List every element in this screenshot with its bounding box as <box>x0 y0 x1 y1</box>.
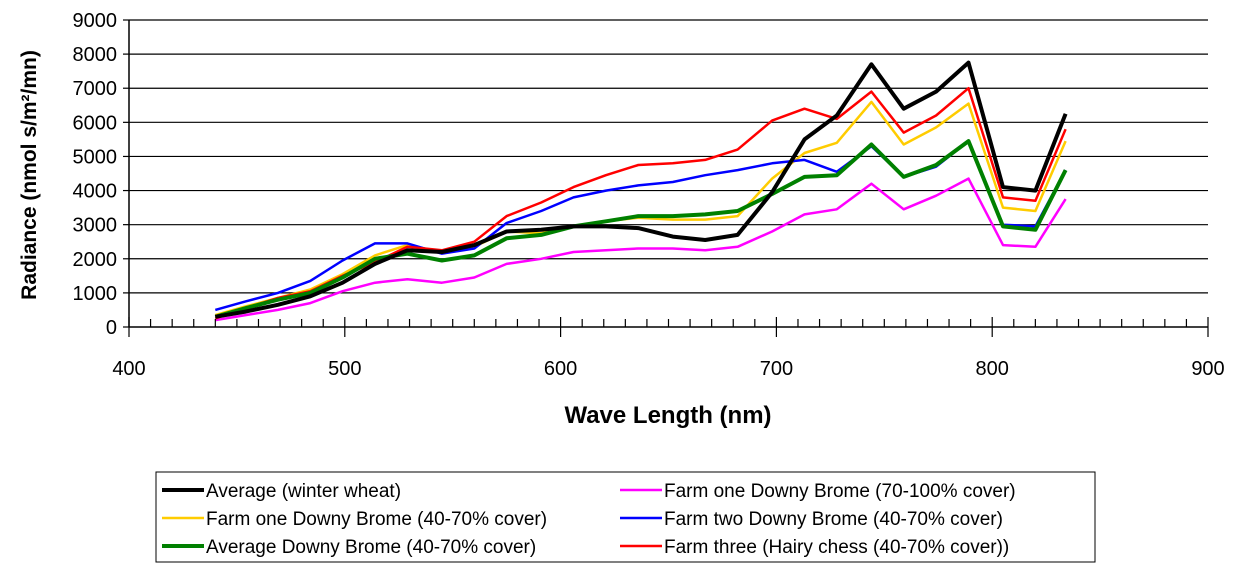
series-line-4 <box>215 177 1067 322</box>
legend-label: Farm three (Hairy chess (40-70% cover)) <box>664 537 1009 558</box>
legend-label: Farm one Downy Brome (40-70% cover) <box>206 509 547 530</box>
y-axis-title: Radiance (nmol s/m²/mn) <box>18 50 41 300</box>
x-tick-label: 700 <box>760 358 793 380</box>
y-tick-label: 1000 <box>73 283 118 305</box>
y-tick-label: 6000 <box>73 112 118 134</box>
y-tick-label: 5000 <box>73 146 118 168</box>
x-tick-label: 500 <box>328 358 361 380</box>
legend-label: Average (winter wheat) <box>206 481 401 502</box>
x-axis-title: Wave Length (nm) <box>564 402 771 429</box>
legend: Average (winter wheat) Farm one Downy Bro… <box>155 471 1096 563</box>
y-tick-label: 7000 <box>73 78 118 100</box>
x-tick-labels: 400 500 600 700 800 900 <box>112 358 1224 380</box>
legend-label: Average Downy Brome (40-70% cover) <box>206 537 536 558</box>
y-tick-label: 0 <box>106 317 117 339</box>
legend-label: Farm two Downy Brome (40-70% cover) <box>664 509 1003 530</box>
y-tick-label: 4000 <box>73 181 118 203</box>
y-tick-label: 2000 <box>73 249 118 271</box>
x-tick-label: 900 <box>1191 358 1224 380</box>
gridlines <box>129 19 1208 294</box>
series-line-1 <box>214 60 1068 319</box>
legend-label: Farm one Downy Brome (70-100% cover) <box>664 481 1016 502</box>
y-tick-label: 3000 <box>73 215 118 237</box>
y-tick-label: 9000 <box>73 10 118 32</box>
y-tick-label: 8000 <box>73 44 118 66</box>
y-tick-labels: 0 1000 2000 3000 4000 5000 6000 7000 8000 9000 <box>73 10 118 339</box>
x-tick-label: 400 <box>112 358 145 380</box>
series-lines <box>214 60 1068 322</box>
axes <box>123 19 1209 337</box>
series-line-3 <box>214 139 1068 319</box>
x-tick-label: 800 <box>976 358 1009 380</box>
x-tick-label: 600 <box>544 358 577 380</box>
